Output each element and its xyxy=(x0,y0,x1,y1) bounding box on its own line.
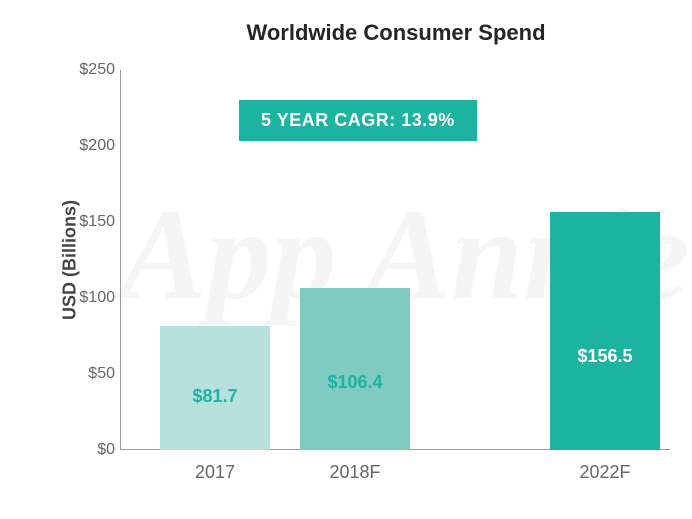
y-axis-line xyxy=(120,70,121,450)
bar: $156.5 xyxy=(550,212,660,450)
x-category-label: 2017 xyxy=(160,462,270,483)
bar-value-label: $81.7 xyxy=(160,386,270,407)
bar-value-label: $156.5 xyxy=(550,346,660,367)
bar: $81.7 xyxy=(160,326,270,450)
chart-title: Worldwide Consumer Spend xyxy=(0,20,692,46)
y-tick-label: $50 xyxy=(55,365,115,383)
bar: $106.4 xyxy=(300,288,410,450)
x-category-label: 2018F xyxy=(300,462,410,483)
x-category-label: 2022F xyxy=(550,462,660,483)
y-tick-label: $250 xyxy=(55,61,115,79)
y-tick-label: $200 xyxy=(55,137,115,155)
consumer-spend-chart: Worldwide Consumer Spend 5 YEAR CAGR: 13… xyxy=(0,0,692,519)
y-tick-label: $100 xyxy=(55,289,115,307)
y-tick-label: $0 xyxy=(55,441,115,459)
bar-value-label: $106.4 xyxy=(300,372,410,393)
y-tick-label: $150 xyxy=(55,213,115,231)
plot-area: $0$50$100$150$200$250$81.72017$106.42018… xyxy=(120,70,670,450)
